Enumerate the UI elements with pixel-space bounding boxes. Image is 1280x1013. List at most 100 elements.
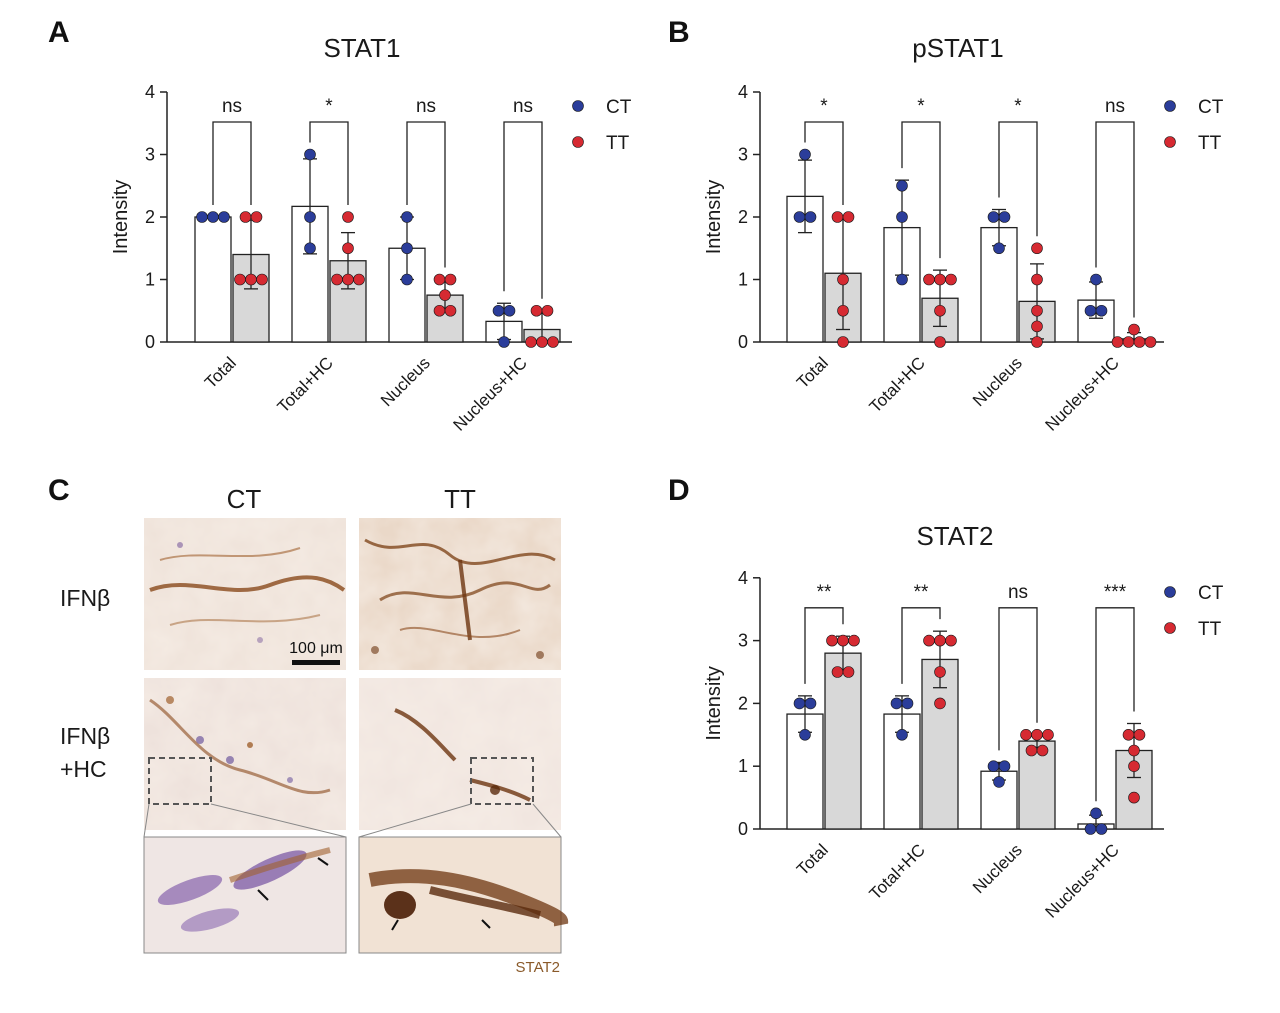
point-tt bbox=[1128, 744, 1140, 757]
point-tt bbox=[934, 697, 946, 710]
point-ct bbox=[401, 211, 413, 223]
point-tt bbox=[837, 634, 849, 647]
point-ct bbox=[207, 211, 219, 223]
point-ct bbox=[1095, 304, 1108, 317]
legend-label-ct: CT bbox=[1198, 583, 1224, 604]
point-ct bbox=[304, 148, 316, 161]
chart-pstat1: pSTAT1 0 1 2 3 4 Intensity * Total * Total+HC * Nucl… bbox=[703, 33, 1224, 435]
x-tick-label: Nucleus+HC bbox=[450, 353, 531, 434]
micrograph-tt-zoom bbox=[358, 836, 569, 954]
legend-label-ct: CT bbox=[1198, 97, 1224, 118]
point-tt bbox=[1031, 320, 1043, 333]
significance-bracket bbox=[1095, 121, 1135, 318]
bar-tt bbox=[824, 652, 862, 830]
point-ct bbox=[804, 211, 817, 223]
y-tick-label: 4 bbox=[738, 82, 748, 102]
legend-label-ct: CT bbox=[606, 97, 632, 118]
point-tt bbox=[250, 211, 263, 223]
point-tt bbox=[1031, 273, 1043, 286]
point-tt bbox=[837, 304, 849, 317]
point-tt bbox=[536, 336, 548, 348]
zoom-box-tt bbox=[470, 757, 534, 805]
arrow-icon bbox=[391, 919, 399, 931]
point-tt bbox=[239, 211, 252, 223]
point-ct bbox=[304, 242, 316, 255]
y-tick-label: 0 bbox=[738, 332, 748, 352]
point-ct bbox=[1084, 823, 1097, 835]
legend-label-tt: TT bbox=[1198, 619, 1222, 640]
significance-bracket bbox=[998, 121, 1038, 237]
point-tt bbox=[1025, 744, 1038, 757]
legend-marker-ct bbox=[1164, 100, 1176, 112]
point-ct bbox=[896, 211, 908, 223]
chart-title: STAT1 bbox=[323, 33, 400, 63]
point-tt bbox=[342, 242, 354, 255]
point-tt bbox=[541, 304, 554, 317]
legend-label-tt: TT bbox=[1198, 133, 1222, 154]
point-tt bbox=[530, 304, 543, 317]
point-tt bbox=[256, 273, 268, 286]
significance-label: ns bbox=[222, 96, 242, 117]
point-ct bbox=[896, 179, 908, 192]
point-ct bbox=[799, 148, 811, 161]
point-ct bbox=[896, 728, 908, 741]
y-tick-label: 4 bbox=[145, 82, 155, 102]
row-label-ifnb: IFNβ bbox=[60, 585, 110, 611]
significance-bracket bbox=[998, 607, 1038, 751]
significance-bracket bbox=[901, 607, 941, 684]
micrograph-tt-ifnb bbox=[359, 518, 561, 670]
col-header-tt: TT bbox=[444, 484, 476, 514]
micrograph-ct-ifnb bbox=[144, 518, 346, 670]
point-tt bbox=[945, 634, 957, 647]
point-tt bbox=[342, 211, 354, 223]
point-tt bbox=[1031, 304, 1043, 317]
y-tick-label: 3 bbox=[738, 631, 748, 651]
point-ct bbox=[401, 273, 413, 286]
point-ct bbox=[998, 211, 1011, 223]
significance-label: * bbox=[325, 96, 333, 117]
y-axis-label: Intensity bbox=[703, 180, 725, 254]
point-tt bbox=[831, 666, 844, 678]
point-tt bbox=[923, 273, 935, 286]
point-tt bbox=[1133, 728, 1146, 741]
x-tick-label: Nucleus bbox=[969, 840, 1026, 897]
x-tick-label: Nucleus bbox=[377, 353, 434, 410]
significance-bracket bbox=[804, 607, 844, 684]
legend-label-tt: TT bbox=[606, 133, 630, 154]
point-tt bbox=[1111, 336, 1124, 348]
significance-bracket bbox=[406, 121, 446, 268]
point-ct bbox=[218, 211, 230, 223]
y-tick-label: 3 bbox=[145, 145, 155, 165]
significance-label: *** bbox=[1104, 582, 1127, 603]
point-tt bbox=[433, 273, 446, 286]
point-ct bbox=[896, 273, 908, 286]
point-tt bbox=[547, 336, 559, 348]
significance-label: ** bbox=[817, 582, 832, 603]
panel-letter-d: D bbox=[668, 474, 690, 507]
zoom-box-ct bbox=[148, 757, 212, 805]
point-tt bbox=[1031, 728, 1043, 741]
point-tt bbox=[831, 211, 844, 223]
x-tick-label: Nucleus bbox=[969, 353, 1026, 410]
point-ct bbox=[196, 211, 208, 223]
point-ct bbox=[1095, 823, 1108, 835]
point-ct bbox=[998, 760, 1011, 773]
arrow-icon bbox=[317, 857, 329, 866]
significance-bracket bbox=[212, 121, 252, 205]
point-tt bbox=[837, 336, 849, 348]
y-tick-label: 0 bbox=[145, 332, 155, 352]
point-ct bbox=[987, 211, 1000, 223]
y-tick-label: 1 bbox=[738, 270, 748, 290]
point-tt bbox=[444, 273, 457, 286]
legend-marker-tt bbox=[1164, 136, 1176, 148]
significance-label: ns bbox=[1008, 582, 1028, 603]
panel-letter-a: A bbox=[48, 16, 70, 49]
chart-stat1: STAT1 0 1 2 3 4 Intensity ns Total * Total+HC ns Nuc… bbox=[110, 33, 632, 435]
point-ct bbox=[993, 776, 1005, 788]
row-label-ifnb-hc-line1: IFNβ bbox=[60, 723, 110, 749]
significance-label: ns bbox=[513, 96, 533, 117]
point-tt bbox=[848, 634, 860, 647]
point-tt bbox=[1128, 791, 1140, 804]
point-tt bbox=[837, 273, 849, 286]
